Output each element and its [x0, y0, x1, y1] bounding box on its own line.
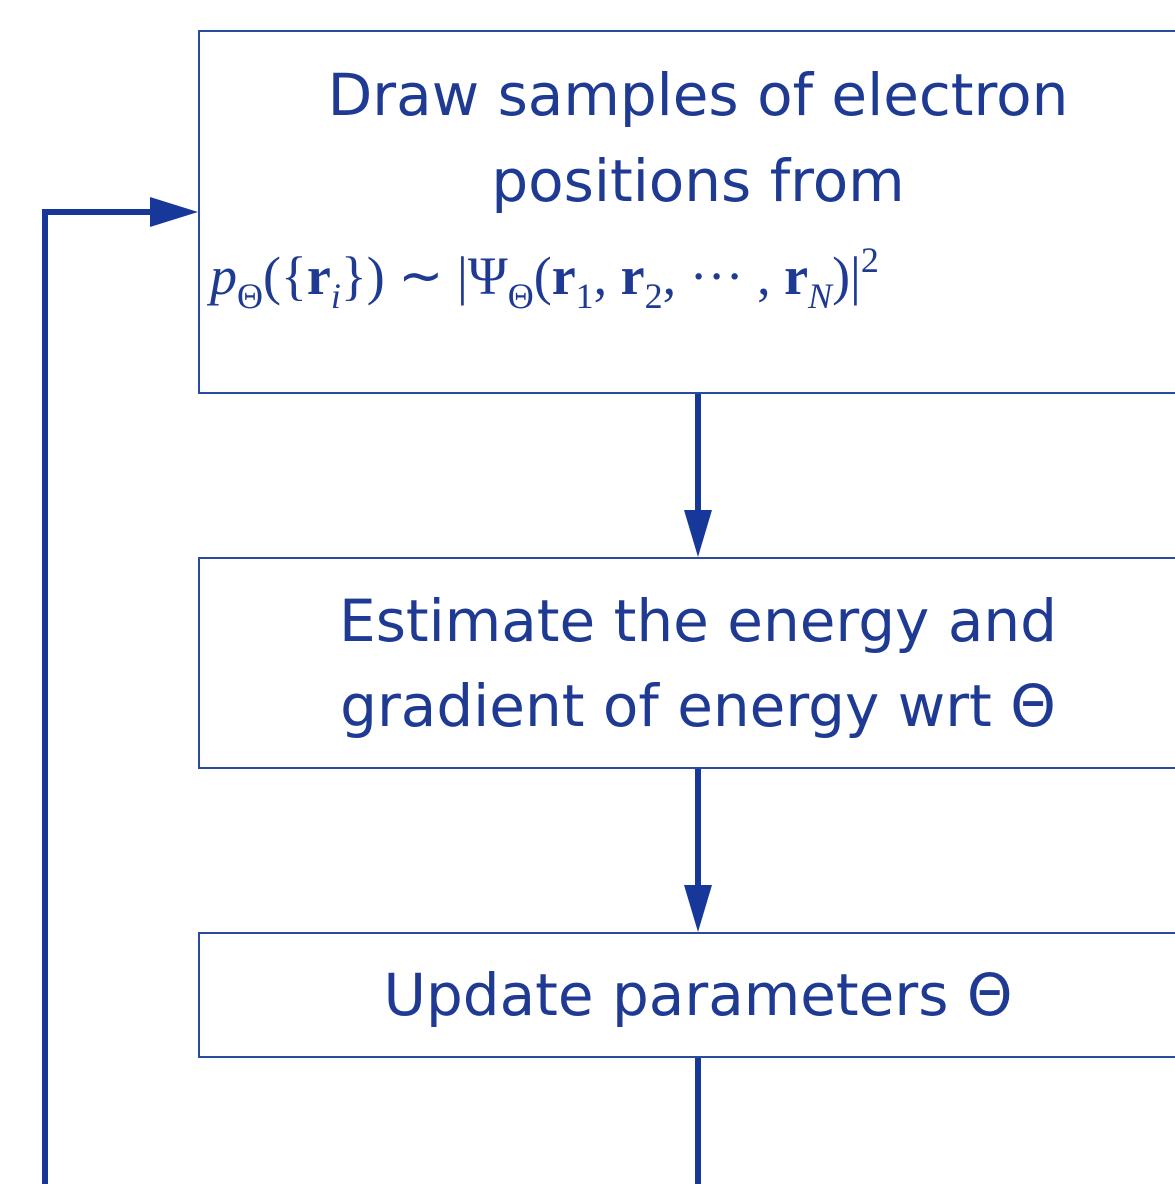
formula-part: r: [620, 246, 645, 306]
formula-part: 2: [644, 276, 663, 316]
formula-part: 1: [575, 276, 594, 316]
node-text: Update parameters Θ: [383, 961, 1013, 1029]
node-text: positions from: [491, 147, 905, 215]
formula-part: , ··· ,: [662, 246, 785, 306]
formula: pΘ({ri}) ∼ |ΨΘ(r1, r2, ··· , rN)|2: [210, 242, 879, 314]
formula-part: ,: [593, 246, 621, 306]
node-box: [198, 30, 1175, 394]
formula-part: Θ: [507, 276, 534, 316]
formula-part: ({: [263, 246, 307, 306]
node-box: [198, 557, 1175, 769]
formula-part: r: [306, 246, 331, 306]
formula-part: p: [210, 246, 237, 306]
formula-part: N: [808, 276, 833, 316]
formula-part: )|: [832, 246, 861, 306]
formula-part: (: [533, 246, 552, 306]
arrow-head: [684, 885, 712, 932]
formula-part: Θ: [237, 276, 263, 316]
node-box: [198, 932, 1175, 1058]
formula-part: r: [784, 246, 809, 306]
formula-part: i: [330, 276, 341, 316]
node-text: Estimate the energy and: [339, 587, 1057, 655]
formula-part: 2: [860, 240, 879, 280]
formula-part: r: [551, 246, 576, 306]
arrow-head: [150, 197, 198, 227]
loop-line: [42, 209, 155, 1184]
node-text: gradient of energy wrt Θ: [340, 672, 1056, 740]
arrow-head: [684, 510, 712, 557]
node-text: Draw samples of electron: [327, 61, 1069, 129]
formula-part: }) ∼ |Ψ: [340, 246, 508, 306]
